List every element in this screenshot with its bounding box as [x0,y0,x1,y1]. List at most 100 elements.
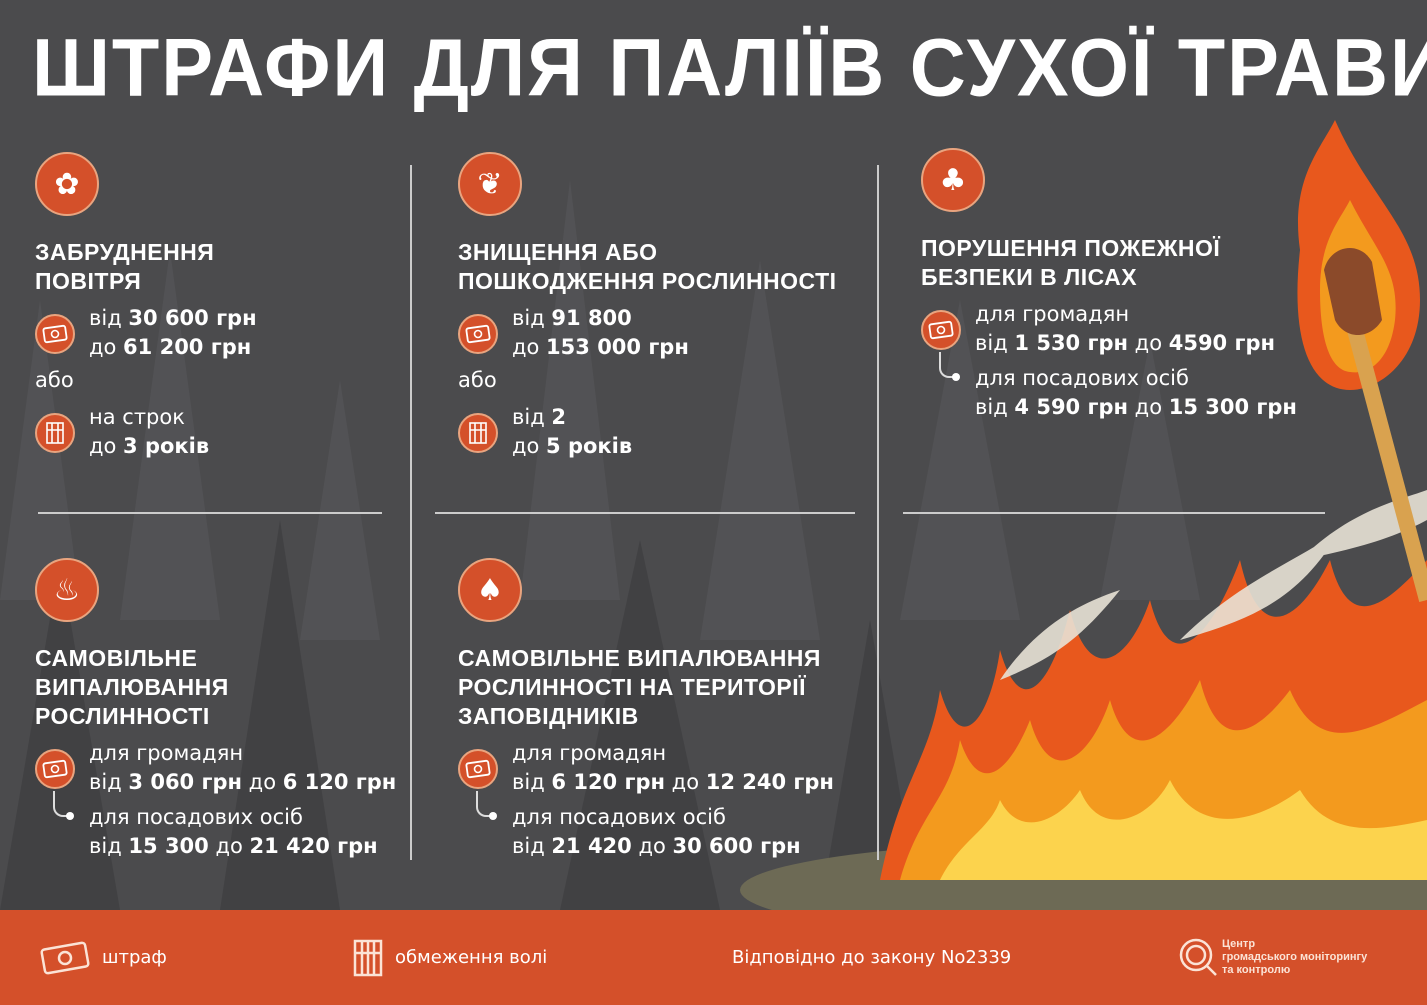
section-title-line: ПОШКОДЖЕННЯ РОСЛИННОСТІ [458,268,837,294]
section-title-line: САМОВІЛЬНЕ [35,645,198,671]
row-divider [38,512,382,514]
text: до [89,335,124,359]
value-line: від 91 800 [512,304,837,333]
amount: 21 420 [551,834,632,858]
text: до [89,434,124,458]
or-separator: або [458,368,497,392]
section-2: ❦ ЗНИЩЕННЯ АБО ПОШКОДЖЕННЯ РОСЛИННОСТІ від … [458,152,837,461]
flames [880,560,1427,880]
logo-text: Центр [1222,938,1256,950]
amount: 3 060 грн [128,770,242,794]
amount: 4590 грн [1168,331,1275,355]
amount: 6 120 грн [282,770,397,794]
text: на строк [89,405,185,429]
logo-text: та контролю [1222,964,1291,976]
value-line: для посадових осіб [512,803,834,832]
text: від [512,405,552,429]
section-title-line: ЗНИЩЕННЯ АБО [458,239,658,265]
text: до [208,834,250,858]
prison-group: від 2 до 5 років [458,403,837,461]
section-4: ♨ САМОВІЛЬНЕ ВИПАЛЮВАННЯ РОСЛИННОСТІ для гро… [35,558,396,861]
fine-group: від 30 600 грн до 61 200 грн [35,304,257,362]
forest-trees-icon: ♣ [921,148,985,212]
text: до [1128,395,1169,419]
money-icon [458,749,498,789]
text: від [512,834,552,858]
section-title-line: ЗАБРУДНЕННЯ [35,239,215,265]
page-title: ШТРАФИ ДЛЯ ПАЛІЇВ СУХОЇ ТРАВИ [32,22,1427,113]
section-title: САМОВІЛЬНЕ ВИПАЛЮВАННЯ РОСЛИННОСТІ [35,644,396,731]
amount: 3 років [123,434,210,458]
section-title-line: РОСЛИННОСТІ НА ТЕРИТОРІЇ [458,674,806,700]
value-line: до 61 200 грн [89,333,257,362]
value-line: від 1 530 грн до 4590 грн [975,329,1297,358]
text: від [89,834,129,858]
text: від [89,306,129,330]
column-divider [877,165,879,860]
value-line: від 15 300 до 21 420 грн [89,832,396,861]
section-title: САМОВІЛЬНЕ ВИПАЛЮВАННЯ РОСЛИННОСТІ НА ТЕР… [458,644,834,731]
text: для громадян [89,741,244,765]
value-line: від 6 120 грн до 12 240 грн [512,768,834,797]
organization-logo: Центр громадського моніторингу та контро… [1178,910,1367,1005]
text: для посадових осіб [512,805,726,829]
value-line: до 153 000 грн [512,333,837,362]
connector-line [53,791,74,820]
value-line: від 30 600 грн [89,304,257,333]
logo-text: громадського моніторингу [1222,951,1368,963]
amount: 21 420 грн [249,834,378,858]
section-title-line: ПОВІТРЯ [35,268,142,294]
match [1297,120,1427,603]
fine-group: для громадян від 3 060 грн до 6 120 грн дл… [35,739,396,861]
money-icon [35,749,75,789]
text: від [512,770,552,794]
value-line: для громадян [975,300,1297,329]
section-title: ПОРУШЕННЯ ПОЖЕЖНОЇ БЕЗПЕКИ В ЛІСАХ [921,234,1297,292]
value-line: від 2 [512,403,837,432]
text: до [1128,331,1169,355]
connector-line [939,352,960,381]
section-5: ♠ САМОВІЛЬНЕ ВИПАЛЮВАННЯ РОСЛИННОСТІ НА ТЕ… [458,558,834,861]
value-line: для посадових осіб [89,803,396,832]
amount: 91 800 [551,306,632,330]
section-title-line: ВИПАЛЮВАННЯ [35,674,229,700]
amount: 15 300 грн [1168,395,1297,419]
money-icon [458,314,498,354]
smoke-pollution-icon: ✿ [35,152,99,216]
section-title: ЗНИЩЕННЯ АБО ПОШКОДЖЕННЯ РОСЛИННОСТІ [458,238,837,296]
text: до [665,770,706,794]
value-line: від 4 590 грн до 15 300 грн [975,393,1297,422]
amount: 153 000 грн [546,335,689,359]
value-line: до 3 років [89,432,257,461]
text: для громадян [975,302,1130,326]
section-title-line: САМОВІЛЬНЕ ВИПАЛЮВАННЯ [458,645,821,671]
text: до [512,434,547,458]
amount: 4 590 грн [1014,395,1128,419]
amount: 61 200 грн [123,335,252,359]
value-line: від 3 060 грн до 6 120 грн [89,768,396,797]
amount: 5 років [546,434,633,458]
section-title-line: РОСЛИННОСТІ [35,703,210,729]
section-title-line: БЕЗПЕКИ В ЛІСАХ [921,264,1138,290]
text: від [512,306,552,330]
text: для посадових осіб [975,366,1189,390]
prison-bars-icon [35,413,75,453]
section-title-line: ЗАПОВІДНИКІВ [458,703,639,729]
fine-group: від 91 800 до 153 000 грн [458,304,837,362]
prison-group: на строк до 3 років [35,403,257,461]
amount: 15 300 [128,834,209,858]
section-title: ЗАБРУДНЕННЯ ПОВІТРЯ [35,238,257,296]
fire-icon: ♨ [35,558,99,622]
amount: 30 600 грн [128,306,257,330]
smoke [1000,490,1427,680]
or-separator: або [35,368,74,392]
magnifier-eye-icon [1179,938,1217,976]
text: до [512,335,547,359]
prison-bars-icon [458,413,498,453]
text: до [242,770,283,794]
fine-group: для громадян від 6 120 грн до 12 240 грн д… [458,739,834,861]
legend-fine: штраф [40,910,167,1005]
section-3: ♣ ПОРУШЕННЯ ПОЖЕЖНОЇ БЕЗПЕКИ В ЛІСАХ для гр… [921,148,1297,422]
legend-prison-label: обмеження волі [395,947,548,968]
section-title-line: ПОРУШЕННЯ ПОЖЕЖНОЇ [921,235,1221,261]
